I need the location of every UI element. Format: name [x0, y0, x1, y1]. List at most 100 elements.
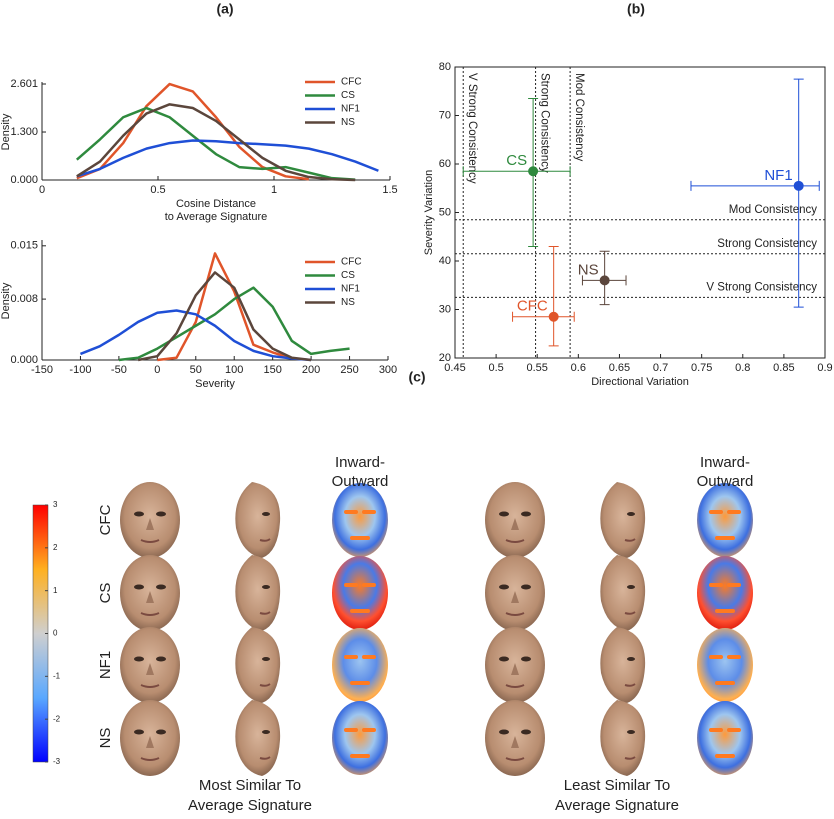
- y-tick-label: 20: [439, 352, 451, 364]
- mouth: [140, 612, 160, 616]
- point-label: NS: [578, 261, 599, 278]
- eye: [521, 729, 531, 735]
- x-tick-label: 0: [154, 364, 160, 376]
- eye: [262, 512, 270, 516]
- mouth: [259, 683, 271, 687]
- reference-label: Strong Consistency: [539, 73, 551, 173]
- x-tick-label: 300: [379, 364, 397, 376]
- colorbar-tick-label: 0: [53, 629, 58, 638]
- column-title: Outward: [332, 473, 389, 490]
- x-tick-label: 0.9: [817, 362, 832, 374]
- x-tick-label: 0.45: [444, 362, 465, 374]
- nose: [146, 736, 154, 748]
- point: [599, 275, 610, 286]
- x-tick-label: 0.5: [150, 184, 165, 196]
- reference-label: Mod Consistency: [573, 73, 585, 161]
- y-tick-label: 50: [439, 206, 451, 218]
- y-tick-label: 40: [439, 255, 451, 267]
- nose: [511, 736, 519, 748]
- nose: [146, 591, 154, 603]
- nose: [511, 591, 519, 603]
- reference-label: Mod Consistency: [729, 204, 817, 216]
- x-tick-label: 0.85: [773, 362, 794, 374]
- eye: [134, 729, 144, 735]
- mouth: [505, 612, 525, 616]
- caption: Average Signature: [188, 797, 312, 814]
- eye: [134, 584, 144, 590]
- heatmap-detail: [344, 728, 376, 758]
- mouth: [624, 611, 636, 615]
- eye: [499, 511, 509, 517]
- eye: [499, 584, 509, 590]
- x-tick-label: 0.6: [571, 362, 586, 374]
- eye: [627, 657, 635, 661]
- heatmap-detail: [344, 655, 376, 685]
- x-tick-label: 1: [271, 184, 277, 196]
- heatmap-detail: [709, 583, 741, 613]
- heatmap-face: [332, 701, 388, 775]
- legend-label: CS: [341, 90, 355, 101]
- row-label: CFC: [97, 504, 114, 535]
- face-profile: [600, 700, 646, 776]
- x-error-bar: [512, 311, 575, 322]
- y-axis-label: Density: [0, 113, 12, 150]
- labels: (a) (b) (c): [216, 1, 645, 385]
- x-tick-label: 0.7: [653, 362, 668, 374]
- point-label: CS: [506, 152, 527, 169]
- heatmap-face: [332, 483, 388, 557]
- face-profile: [235, 700, 281, 776]
- y-error-bar: [793, 78, 804, 308]
- x-tick-label: 250: [340, 364, 358, 376]
- eye: [134, 511, 144, 517]
- density-line: [79, 309, 312, 362]
- y-tick-label: 1.300: [10, 126, 38, 138]
- eye: [499, 656, 509, 662]
- reference-label: V Strong Consistency: [466, 73, 478, 184]
- x-tick-label: 150: [263, 364, 281, 376]
- heatmap-detail: [709, 728, 741, 758]
- eye: [262, 657, 270, 661]
- heatmap-detail: [709, 655, 741, 685]
- mouth: [259, 538, 271, 542]
- point: [528, 166, 539, 177]
- mouth: [259, 756, 271, 760]
- x-tick-label: 0.8: [735, 362, 750, 374]
- caption: Least Similar To: [564, 777, 670, 794]
- x-tick-label: 0.5: [488, 362, 503, 374]
- mouth: [505, 757, 525, 761]
- mouth: [140, 757, 160, 761]
- colorbar-tick-label: -1: [53, 671, 61, 680]
- colorbar-tick-label: -3: [53, 757, 61, 766]
- heatmap-face: [697, 556, 753, 630]
- y-tick-label: 0.000: [10, 354, 38, 366]
- heatmap-face: [332, 628, 388, 702]
- heatmap-detail: [709, 510, 741, 540]
- eye: [627, 512, 635, 516]
- heatmap-face: [697, 628, 753, 702]
- face-profile: [235, 482, 281, 558]
- y-tick-label: 70: [439, 109, 451, 121]
- density-line: [76, 139, 379, 178]
- x-axis-label: to Average Signature: [165, 211, 268, 223]
- heatmap-detail: [344, 583, 376, 613]
- colorbar-tick-label: 3: [53, 500, 58, 509]
- legend-label: CFC: [341, 257, 362, 268]
- x-axis-label: Cosine Distance: [176, 198, 256, 210]
- eye: [521, 511, 531, 517]
- x-tick-label: -100: [69, 364, 91, 376]
- face-profile: [600, 555, 646, 631]
- column-title: Inward-: [335, 454, 385, 471]
- face-profile: [600, 482, 646, 558]
- heatmap-face: [332, 556, 388, 630]
- density-line: [157, 252, 293, 362]
- legend-label: NS: [341, 297, 355, 308]
- panel-label: (a): [216, 1, 233, 17]
- density-line: [76, 82, 309, 181]
- reference-label: V Strong Consistency: [706, 281, 817, 293]
- x-tick-label: 50: [190, 364, 202, 376]
- row-label: NF1: [97, 651, 114, 679]
- x-error-bar: [462, 166, 571, 177]
- density-line: [137, 271, 312, 362]
- x-tick-label: 0.65: [609, 362, 630, 374]
